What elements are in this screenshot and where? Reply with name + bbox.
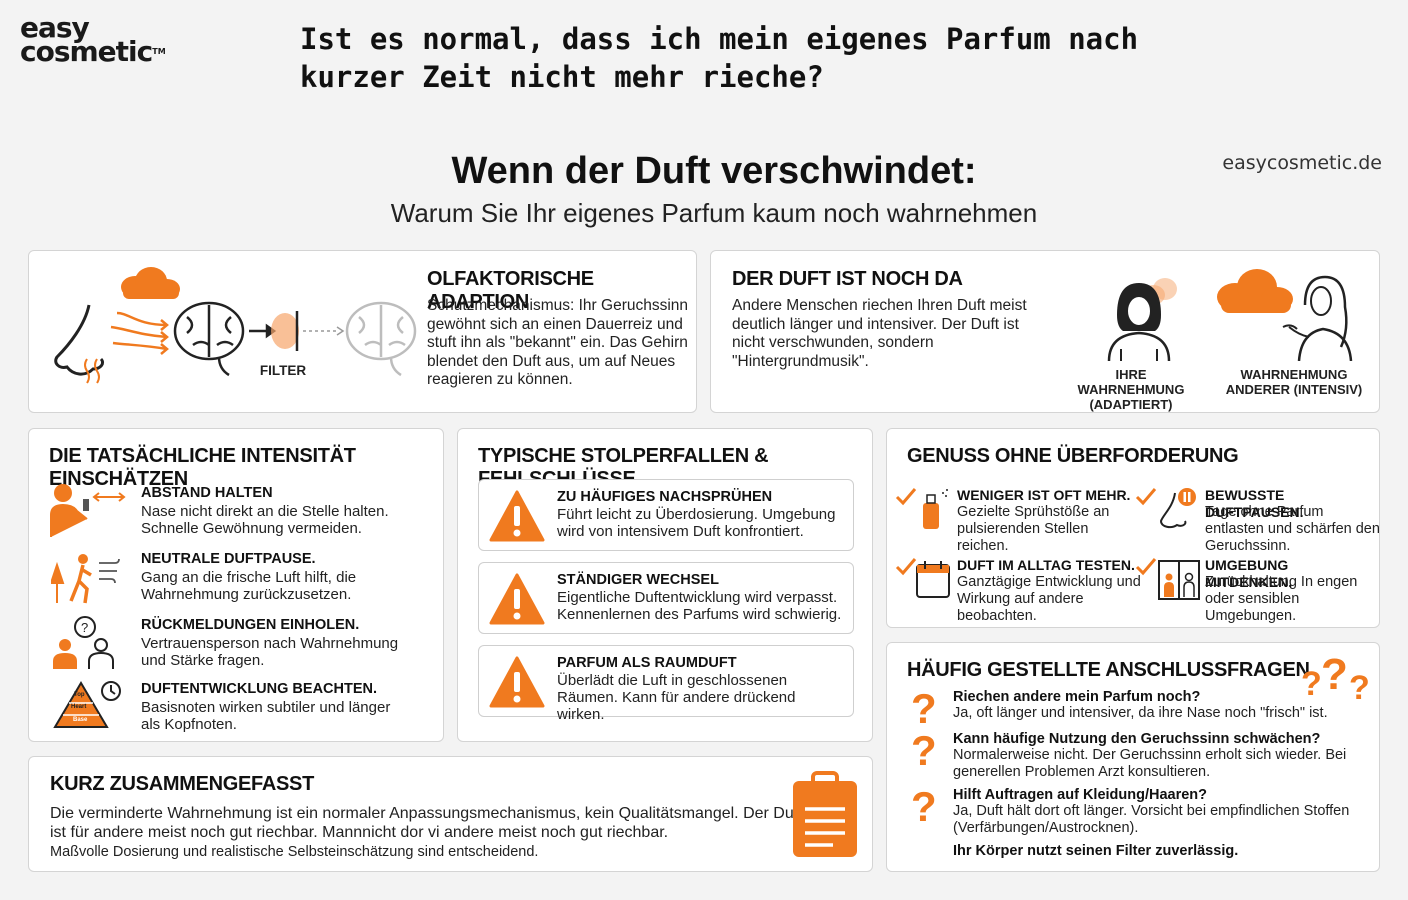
pitfall-text: Eigentliche Duftentwicklung wird verpass… xyxy=(557,589,842,623)
item-text: Basisnoten wirken subtiler und länger al… xyxy=(141,699,391,733)
faq-title: HÄUFIG GESTELLTE ANSCHLUSSFRAGEN xyxy=(907,659,1310,681)
faq-item: ? Riechen andere mein Parfum noch? Ja, o… xyxy=(911,685,1371,737)
pitfall-item: ZU HÄUFIGES NACHSPRÜHEN Führt leicht zu … xyxy=(478,479,854,551)
faq-question[interactable]: Riechen andere mein Parfum noch? xyxy=(953,689,1201,705)
elevator-icon xyxy=(1135,558,1200,600)
perfume-bottle-icon xyxy=(895,488,948,529)
pitfall-item: STÄNDIGER WECHSEL Eigentliche Duftentwic… xyxy=(478,562,854,634)
pitfalls-card: TYPISCHE STOLPERFALLEN & FEHLSCHLÜSSE ZU… xyxy=(457,428,873,742)
pitfall-title: STÄNDIGER WECHSEL xyxy=(557,572,719,588)
svg-text:?: ? xyxy=(1301,665,1322,703)
logo-line-1: easy xyxy=(20,11,90,44)
summary-title: KURZ ZUSAMMENGEFASST xyxy=(50,773,315,795)
caption-others-perception: WAHRNEHMUNG ANDERER (INTENSIV) xyxy=(1225,367,1363,397)
filter-icon xyxy=(271,311,345,351)
infographic-subtitle: Warum Sie Ihr eigenes Parfum kaum noch w… xyxy=(390,198,1038,228)
tip-title: BEWUSSTE DUFTPAUSEN. xyxy=(1205,487,1304,520)
pitfall-title: PARFUM ALS RAUMDUFT xyxy=(557,655,737,671)
item-title: NEUTRALE DUFTPAUSE. xyxy=(141,551,316,567)
faq-card: HÄUFIG GESTELLTE ANSCHLUSSFRAGEN ? ? ? ?… xyxy=(886,642,1380,872)
adaption-text: Schutzmechanismus: Ihr Geruchssinn gewöh… xyxy=(427,297,689,388)
question-mark-icon: ? xyxy=(911,727,937,774)
caption-own-perception: IHRE WAHRNEHMUNG (ADAPTIERT) xyxy=(1077,367,1185,412)
tip-text: Zurückhaltung In engen oder sensiblen Um… xyxy=(1205,574,1358,624)
warning-icon xyxy=(489,490,545,542)
pitfall-text: Überlädt die Luft in geschlossenen Räume… xyxy=(557,672,796,723)
tip-title: DUFT IM ALLTAG TESTEN. xyxy=(957,557,1135,573)
item-text: Vertrauensperson nach Wahrnehmung und St… xyxy=(141,635,399,669)
faq-question[interactable]: Kann häufige Nutzung den Geruchssinn sch… xyxy=(953,731,1321,747)
tip-title: UMGEBUNG MITDENKEN. xyxy=(1205,557,1293,590)
tip-text: Ganztägige Entwicklung und Wirkung auf a… xyxy=(957,574,1141,624)
still-there-title: DER DUFT IST NOCH DA xyxy=(732,268,963,290)
adaption-illustration xyxy=(54,267,417,384)
pyramid-label-heart: Heart xyxy=(71,704,87,710)
faq-item: ? Hilft Auftragen auf Kleidung/Haaren? J… xyxy=(911,783,1371,836)
faq-answer: Ja, oft länger und intensiver, da ihre N… xyxy=(953,705,1328,721)
filter-label: FILTER xyxy=(259,363,307,378)
faded-brain-icon xyxy=(345,301,417,377)
arrow-to-filter-icon xyxy=(249,323,277,339)
summary-card: KURZ ZUSAMMENGEFASST Die verminderte Wah… xyxy=(28,756,873,872)
pitfall-item: PARFUM ALS RAUMDUFT Überlädt die Luft in… xyxy=(478,645,854,723)
adaption-card: FILTER OLFAKTORISCHE ADAPTION Schutzmech… xyxy=(28,250,697,413)
tip-text: Gezielte Sprühstöße an pulsierenden Stel… xyxy=(957,504,1110,554)
walk-outside-icon xyxy=(51,554,120,604)
calendar-icon xyxy=(895,558,950,598)
people-feedback-icon: ? xyxy=(53,616,114,669)
logo-line-2: cosmeticTM xyxy=(20,35,166,68)
tip-text: Tage ohne Parfum entlasten und schärfen … xyxy=(1205,504,1380,554)
enjoy-card: GENUSS OHNE ÜBERFORDERUNG WENIGER IST OF… xyxy=(886,428,1380,628)
item-text: Nase nicht direkt an die Stelle halten. … xyxy=(141,503,389,537)
site-domain[interactable]: easycosmetic.de xyxy=(1222,152,1382,174)
warning-icon xyxy=(489,573,545,625)
pitfall-title: ZU HÄUFIGES NACHSPRÜHEN xyxy=(557,489,773,505)
svg-text:?: ? xyxy=(1321,651,1348,699)
page-question: Ist es normal, dass ich mein eigenes Par… xyxy=(300,22,1139,94)
tip-title: WENIGER IST OFT MEHR. xyxy=(957,487,1131,503)
still-there-card: DER DUFT IST NOCH DA Andere Menschen rie… xyxy=(710,250,1380,413)
item-title: DUFTENTWICKLUNG BEACHTEN. xyxy=(141,681,378,697)
spray-distance-icon xyxy=(50,484,126,537)
faq-question[interactable]: Hilft Auftragen auf Kleidung/Haaren? xyxy=(953,787,1208,803)
cloud-icon xyxy=(121,267,180,299)
nose-pause-icon xyxy=(1135,488,1196,529)
pitfall-text: Führt leicht zu Überdosierung. Umgebung … xyxy=(557,506,836,540)
enjoy-title: GENUSS OHNE ÜBERFORDERUNG xyxy=(907,445,1239,467)
brand-logo[interactable]: easy cosmeticTM xyxy=(20,11,190,68)
item-title: ABSTAND HALTEN xyxy=(141,485,273,501)
scent-arrows-icon xyxy=(110,311,169,355)
faq-item: ? Kann häufige Nutzung den Geruchssinn s… xyxy=(911,727,1371,780)
clipboard-icon xyxy=(793,771,857,857)
brain-icon xyxy=(173,301,245,377)
person-adapted-icon xyxy=(1107,278,1177,361)
nose-icon xyxy=(54,304,105,384)
adaption-title: OLFAKTORISCHE ADAPTION xyxy=(427,268,594,313)
svg-text:?: ? xyxy=(81,620,88,635)
summary-line-3: Maßvolle Dosierung und realistische Selb… xyxy=(50,844,539,860)
fragrance-pyramid-icon xyxy=(53,681,121,728)
pyramid-label-top: Top xyxy=(74,692,85,698)
question-mark-icon: ? xyxy=(911,685,937,732)
faq-answer: Ja, Duft hält dort oft länger. Vorsicht … xyxy=(953,803,1350,836)
item-title: RÜCKMELDUNGEN EINHOLEN. xyxy=(141,617,360,633)
summary-line-1: Die verminderte Wahrnehmung ist ein norm… xyxy=(50,805,803,822)
question-mark-icon: ? xyxy=(911,783,937,830)
person-intense-icon xyxy=(1217,269,1353,361)
item-text: Gang an die frische Luft hilft, die Wahr… xyxy=(141,569,357,603)
logo-trademark: TM xyxy=(152,47,166,56)
warning-icon xyxy=(489,656,545,708)
svg-text:?: ? xyxy=(1349,669,1370,703)
infographic-title: Wenn der Duft verschwindet: xyxy=(451,150,977,192)
still-there-text: Andere Menschen riechen Ihren Duft meist… xyxy=(732,297,1027,370)
question-marks-icon: ? ? ? xyxy=(1301,651,1370,703)
pyramid-label-base: Base xyxy=(73,717,88,723)
intensity-title: DIE TATSÄCHLICHE INTENSITÄT EINSCHÄTZEN xyxy=(49,445,356,490)
faq-answer: Normalerweise nicht. Der Geruchssinn erh… xyxy=(953,747,1347,780)
intensity-card: DIE TATSÄCHLICHE INTENSITÄT EINSCHÄTZEN … xyxy=(28,428,444,742)
summary-line-2: ist für andere meist noch gut riechbar. … xyxy=(50,824,669,841)
faq-closing: Ihr Körper nutzt seinen Filter zuverläss… xyxy=(953,843,1239,859)
